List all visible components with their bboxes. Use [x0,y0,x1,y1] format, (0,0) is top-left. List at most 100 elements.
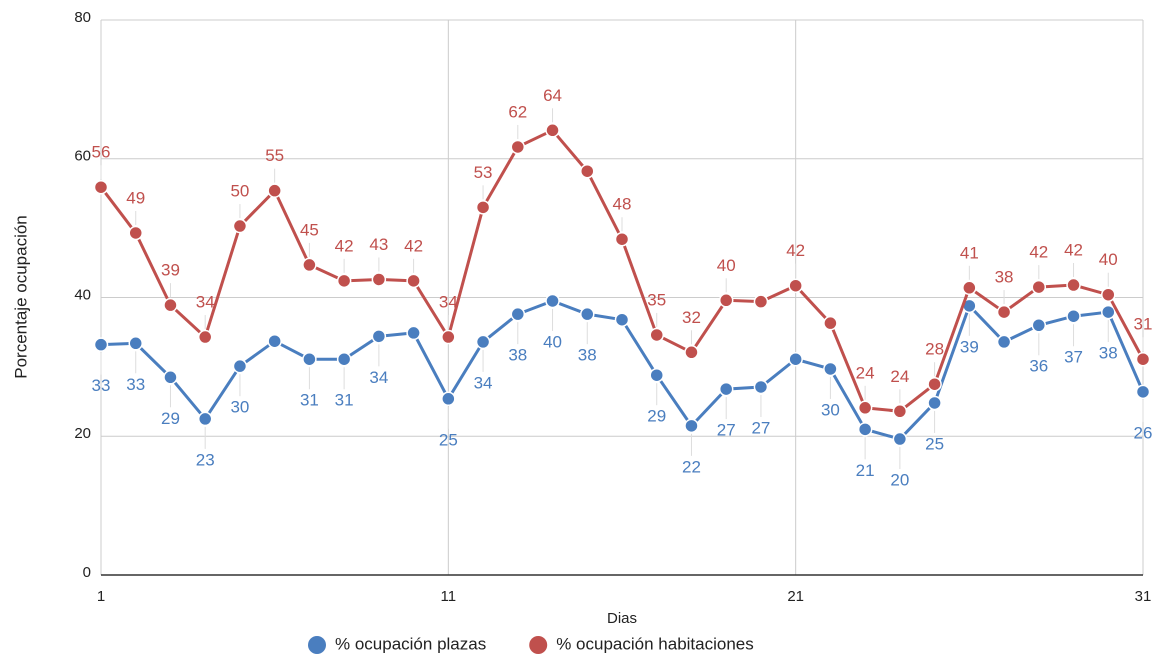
data-label: 62 [508,102,527,121]
data-label: 25 [439,430,458,449]
data-point [510,306,526,322]
data-label: 34 [439,293,458,312]
data-label: 38 [1099,344,1118,363]
data-point [857,422,873,437]
data-label: 24 [856,363,875,382]
y-tick-label: 80 [74,9,91,26]
data-label: 34 [369,368,388,387]
data-label: 49 [126,188,145,207]
data-point [475,334,491,350]
x-axis-label: Dias [607,610,637,627]
data-point [302,351,317,367]
data-point [232,358,248,374]
data-point [788,351,803,367]
data-point [718,293,734,308]
data-point [441,329,456,345]
data-label: 28 [925,340,944,359]
data-label: 27 [751,418,770,437]
data-point [753,294,769,309]
data-label: 23 [196,450,215,469]
data-point [163,297,178,313]
data-label: 64 [543,86,562,105]
data-point [406,273,421,289]
data-label: 34 [196,293,215,312]
data-label: 30 [821,400,840,419]
data-label: 29 [161,409,180,428]
data-point [684,345,699,360]
data-label: 21 [856,461,875,480]
y-tick-label: 60 [74,148,91,165]
data-label: 50 [230,182,249,201]
data-point [823,315,838,331]
data-point [1066,308,1081,324]
x-tick-label: 31 [1135,588,1152,605]
series-line [99,128,1145,413]
data-point [510,139,526,155]
data-label: 22 [682,457,701,476]
data-label: 35 [647,290,666,309]
data-label: 40 [1099,250,1118,269]
data-point [580,306,595,322]
data-label: 36 [1029,357,1048,376]
data-point [857,400,873,416]
data-point [93,337,109,352]
data-label: 42 [404,236,423,255]
data-label: 42 [335,236,354,255]
y-tick-label: 0 [83,564,91,581]
y-axis-label: Porcentaje ocupación [11,215,30,379]
data-point [163,370,178,385]
data-label: 42 [1064,240,1083,259]
data-label: 53 [474,163,493,182]
data-point [197,411,213,427]
data-label: 38 [578,346,597,365]
x-tick-label: 11 [441,588,457,605]
data-label: 20 [890,471,909,490]
data-point [1031,279,1047,295]
data-point [128,225,143,241]
data-point [649,327,664,343]
data-point [371,329,387,344]
data-point [93,179,109,195]
data-label: 33 [92,376,111,395]
data-point [684,418,699,434]
data-label: 25 [925,434,944,453]
data-point [996,304,1012,320]
data-label: 29 [647,407,666,426]
data-point [371,272,387,287]
data-point [267,183,282,198]
data-point [1135,384,1151,400]
data-label: 42 [1029,243,1048,262]
data-label: 48 [613,195,632,214]
data-point [614,231,630,247]
data-point [441,391,456,407]
data-point [892,404,908,419]
data-point [1135,351,1151,367]
data-label: 40 [717,256,736,275]
data-point [545,293,560,309]
y-tick-label: 40 [74,286,91,303]
data-label: 32 [682,308,701,327]
data-point [614,312,630,327]
data-label: 30 [230,398,249,417]
data-point [823,361,838,377]
data-label: 38 [995,268,1014,287]
data-label: 34 [474,373,493,392]
data-label: 26 [1134,423,1153,442]
data-label: 31 [1134,315,1153,334]
data-point [718,381,734,397]
data-point [1031,318,1047,333]
data-point [302,257,317,273]
legend-label: % ocupación habitaciones [556,634,754,653]
data-label: 24 [890,367,909,386]
data-point [753,379,769,395]
data-label: 55 [265,146,284,165]
data-point [788,278,803,293]
data-label: 56 [92,143,111,162]
data-point [197,329,213,345]
data-point [996,334,1012,350]
legend-label: % ocupación plazas [335,634,486,653]
data-point [649,367,664,383]
data-point [1101,287,1116,302]
data-point [927,376,942,392]
